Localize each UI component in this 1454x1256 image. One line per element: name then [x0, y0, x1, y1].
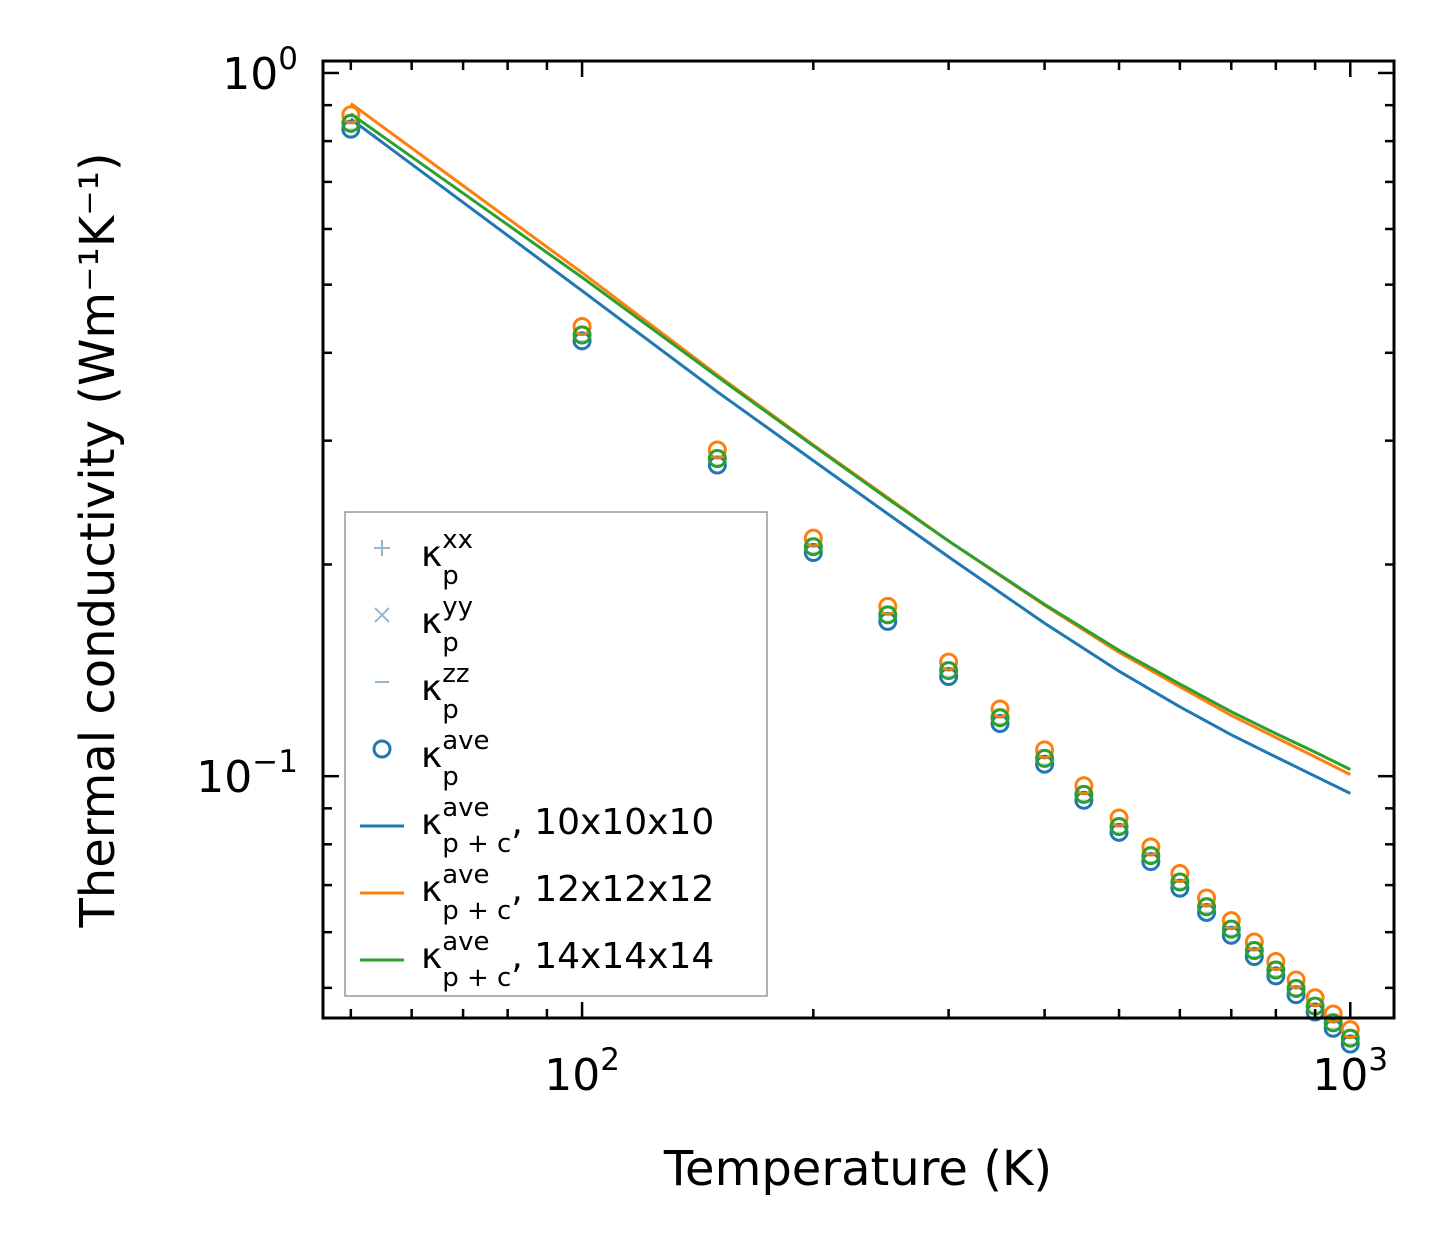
data-point-10x10x10 [572, 331, 592, 351]
data-point-12x12x12 [1141, 837, 1161, 857]
legend-entry: κave p + c, 14x14x14 [360, 927, 714, 993]
data-point-12x12x12 [878, 596, 898, 616]
data-point-12x12x12 [803, 528, 823, 548]
data-point-14x14x14 [939, 661, 959, 681]
data-point-12x12x12 [1286, 970, 1306, 990]
data-point-14x14x14 [572, 325, 592, 345]
data-point-12x12x12 [1197, 888, 1217, 908]
circle-marker-icon [372, 739, 392, 759]
data-point-10x10x10 [341, 119, 361, 139]
line-series-10x10x10 [349, 117, 1351, 795]
data-point-14x14x14 [1109, 817, 1129, 837]
data-point-12x12x12 [1109, 808, 1129, 828]
legend-entry: κyy p [374, 592, 473, 658]
legend-entry: κave p + c, 10x10x10 [360, 793, 714, 859]
data-point-10x10x10 [803, 543, 823, 563]
y-axis-label: Thermal conductivity (Wm⁻¹K⁻¹) [70, 152, 126, 928]
data-point-14x14x14 [878, 605, 898, 625]
data-point-10x10x10 [1266, 966, 1286, 986]
y-tick-label: 10−1 [196, 744, 298, 803]
data-point-14x14x14 [1170, 872, 1190, 892]
data-point-14x14x14 [1197, 897, 1217, 917]
data-point-12x12x12 [1340, 1020, 1360, 1040]
data-point-14x14x14 [1035, 748, 1055, 768]
data-point-12x12x12 [1074, 776, 1094, 796]
data-point-10x10x10 [1340, 1034, 1360, 1054]
x-tick-label: 103 [1312, 1042, 1388, 1101]
legend-entry: κxx p [374, 525, 473, 591]
line-series-14x14x14 [349, 112, 1351, 771]
legend-label: κzz p [421, 659, 470, 725]
data-point-10x10x10 [1035, 754, 1055, 774]
legend-label: κave p + c, 12x12x12 [421, 860, 714, 926]
data-point-14x14x14 [1221, 919, 1241, 939]
data-point-12x12x12 [572, 316, 592, 336]
data-point-10x10x10 [1109, 822, 1129, 842]
data-point-14x14x14 [1286, 978, 1306, 998]
data-point-14x14x14 [1074, 784, 1094, 804]
legend-label: κxx p [421, 525, 473, 591]
data-point-12x12x12 [1323, 1004, 1343, 1024]
data-point-12x12x12 [1170, 864, 1190, 884]
plot-frame [321, 59, 1396, 1020]
data-point-12x12x12 [939, 652, 959, 672]
y-tick-label: 100 [222, 41, 298, 100]
data-point-10x10x10 [939, 666, 959, 686]
data-point-10x10x10 [1305, 1002, 1325, 1022]
legend-label: κave p [421, 726, 490, 792]
x-axis-label: Temperature (K) [663, 1141, 1052, 1197]
data-point-14x14x14 [803, 537, 823, 557]
data-point-14x14x14 [1244, 941, 1264, 961]
data-point-12x12x12 [1266, 952, 1286, 972]
data-point-14x14x14 [707, 448, 727, 468]
point-series-layer [341, 105, 1360, 1054]
line-series-layer [349, 102, 1351, 795]
tick-labels: 102 103 100 10−1 [196, 41, 1388, 1101]
axis-ticks [323, 61, 1394, 1018]
data-point-14x14x14 [1340, 1028, 1360, 1048]
data-point-12x12x12 [1221, 911, 1241, 931]
legend-label: κave p + c, 10x10x10 [421, 793, 714, 859]
data-point-14x14x14 [990, 708, 1010, 728]
data-point-12x12x12 [1305, 988, 1325, 1008]
data-point-12x12x12 [1244, 932, 1264, 952]
cross-marker-icon [374, 607, 390, 623]
data-point-12x12x12 [341, 105, 361, 125]
data-point-14x14x14 [1323, 1013, 1343, 1033]
legend-label: κyy p [421, 592, 473, 658]
legend-entry: κzz p [375, 659, 470, 725]
data-point-14x14x14 [341, 113, 361, 133]
data-point-14x14x14 [1141, 846, 1161, 866]
legend-label: κave p + c, 14x14x14 [421, 927, 714, 993]
data-point-14x14x14 [1266, 960, 1286, 980]
x-tick-label: 102 [544, 1042, 620, 1101]
legend-entry: κave p + c, 12x12x12 [360, 860, 714, 926]
data-point-12x12x12 [990, 699, 1010, 719]
data-point-12x12x12 [707, 440, 727, 460]
data-point-12x12x12 [1035, 740, 1055, 760]
legend-entry: κave p [372, 726, 490, 792]
data-point-10x10x10 [1197, 902, 1217, 922]
legend-frame [344, 511, 768, 997]
